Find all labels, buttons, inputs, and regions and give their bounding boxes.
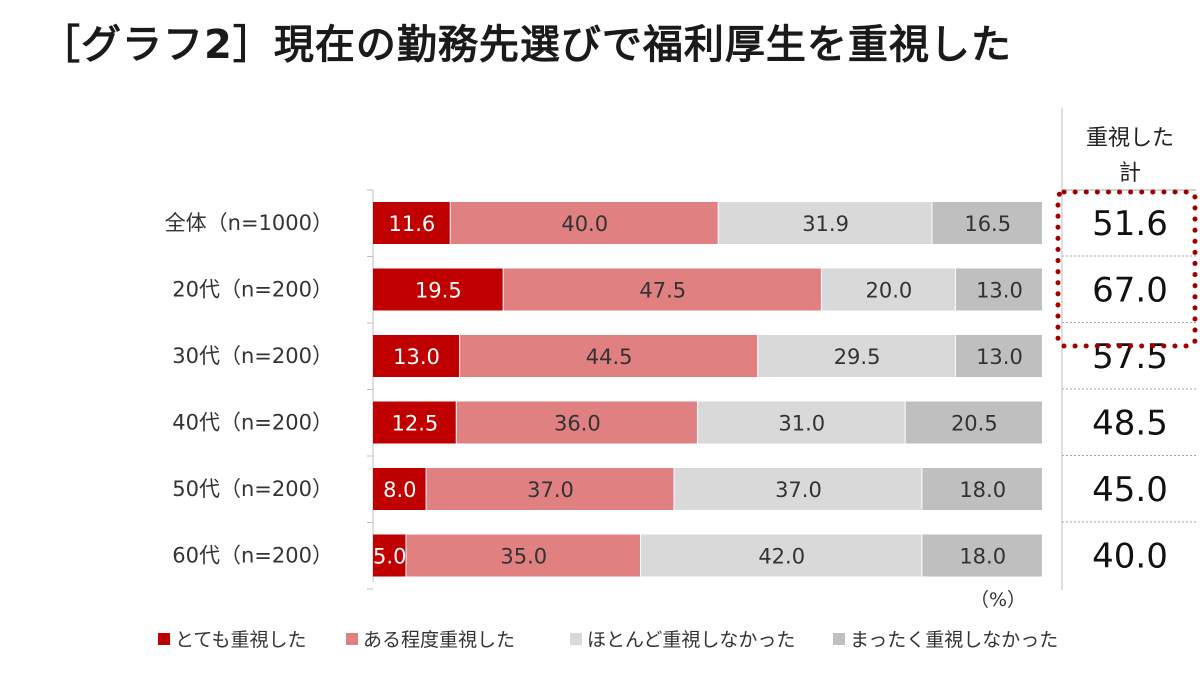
total-value: 51.6	[1092, 204, 1168, 244]
legend-swatch	[158, 633, 170, 645]
data-label: 20.0	[866, 279, 913, 303]
bar-segment-3	[674, 468, 922, 510]
chart-title: ［グラフ2］現在の勤務先選びで福利厚生を重視した	[40, 22, 1012, 68]
totals-header: 重視した	[1086, 126, 1174, 151]
bar-segment-3	[641, 534, 922, 577]
legend-label: ある程度重視した	[363, 629, 515, 651]
total-value: 45.0	[1092, 470, 1168, 510]
data-label: 35.0	[500, 545, 547, 569]
data-label: 18.0	[959, 478, 1006, 502]
data-label: 13.0	[976, 345, 1023, 369]
bar-segment-1	[373, 468, 426, 510]
data-label: 29.5	[834, 345, 881, 369]
totals-header-sub: 計	[1119, 161, 1141, 186]
data-label: 19.5	[415, 279, 462, 303]
legend-swatch	[833, 633, 845, 645]
bar-segment-3	[697, 401, 905, 444]
data-label: 37.0	[775, 478, 822, 502]
total-value: 48.5	[1092, 404, 1168, 444]
data-label: 18.0	[959, 545, 1006, 569]
bar-segment-4	[922, 468, 1042, 510]
category-label: 30代（n=200）	[172, 344, 333, 368]
total-value: 57.5	[1092, 337, 1168, 377]
data-label: 12.5	[391, 412, 438, 436]
highlight-box	[1055, 189, 1198, 349]
data-label: 44.5	[586, 345, 633, 369]
bar-segment-3	[758, 335, 955, 377]
data-label: 20.5	[951, 412, 998, 436]
bar-segment-2	[406, 534, 640, 577]
data-label: 13.0	[393, 345, 440, 369]
bar-segment-3	[718, 202, 932, 244]
legend-label: とても重視した	[175, 629, 306, 651]
total-value: 67.0	[1092, 271, 1168, 311]
bar-segment-1	[373, 268, 503, 311]
bar-segment-1	[373, 335, 460, 377]
data-label: 40.0	[561, 212, 608, 236]
bar-segment-2	[426, 468, 674, 510]
data-label: 31.9	[802, 212, 849, 236]
legend-label: ほとんど重視しなかった	[587, 629, 795, 651]
data-label: 8.0	[383, 478, 416, 502]
category-label: 50代（n=200）	[172, 477, 333, 501]
category-label: 20代（n=200）	[172, 278, 333, 302]
bar-segment-1	[373, 202, 450, 244]
bar-segment-4	[932, 202, 1042, 244]
category-label: 40代（n=200）	[172, 411, 333, 435]
bar-segment-2	[450, 202, 718, 244]
legend-swatch	[570, 633, 582, 645]
data-label: 11.6	[388, 212, 435, 236]
unit-label: （%）	[970, 589, 1026, 611]
category-label: 60代（n=200）	[172, 544, 333, 568]
data-label: 5.0	[373, 545, 406, 569]
bar-segment-4	[905, 401, 1042, 444]
data-label: 36.0	[554, 412, 601, 436]
bar-segment-3	[821, 268, 955, 311]
bar-segment-2	[503, 268, 821, 311]
bar-segment-2	[456, 401, 697, 444]
data-label: 13.0	[976, 279, 1023, 303]
bar-segment-4	[955, 268, 1042, 311]
bar-segment-1	[373, 401, 456, 444]
data-label: 42.0	[758, 545, 805, 569]
bar-segment-2	[460, 335, 758, 377]
bar-segment-1	[373, 534, 406, 577]
total-value: 40.0	[1092, 537, 1168, 577]
bar-segment-4	[922, 534, 1042, 577]
category-label: 全体（n=1000）	[165, 211, 333, 235]
data-label: 37.0	[527, 478, 574, 502]
data-label: 31.0	[778, 412, 825, 436]
legend-swatch	[346, 633, 358, 645]
data-label: 47.5	[639, 279, 686, 303]
bar-segment-4	[955, 335, 1042, 377]
data-label: 16.5	[964, 212, 1011, 236]
legend-label: まったく重視しなかった	[850, 629, 1058, 651]
